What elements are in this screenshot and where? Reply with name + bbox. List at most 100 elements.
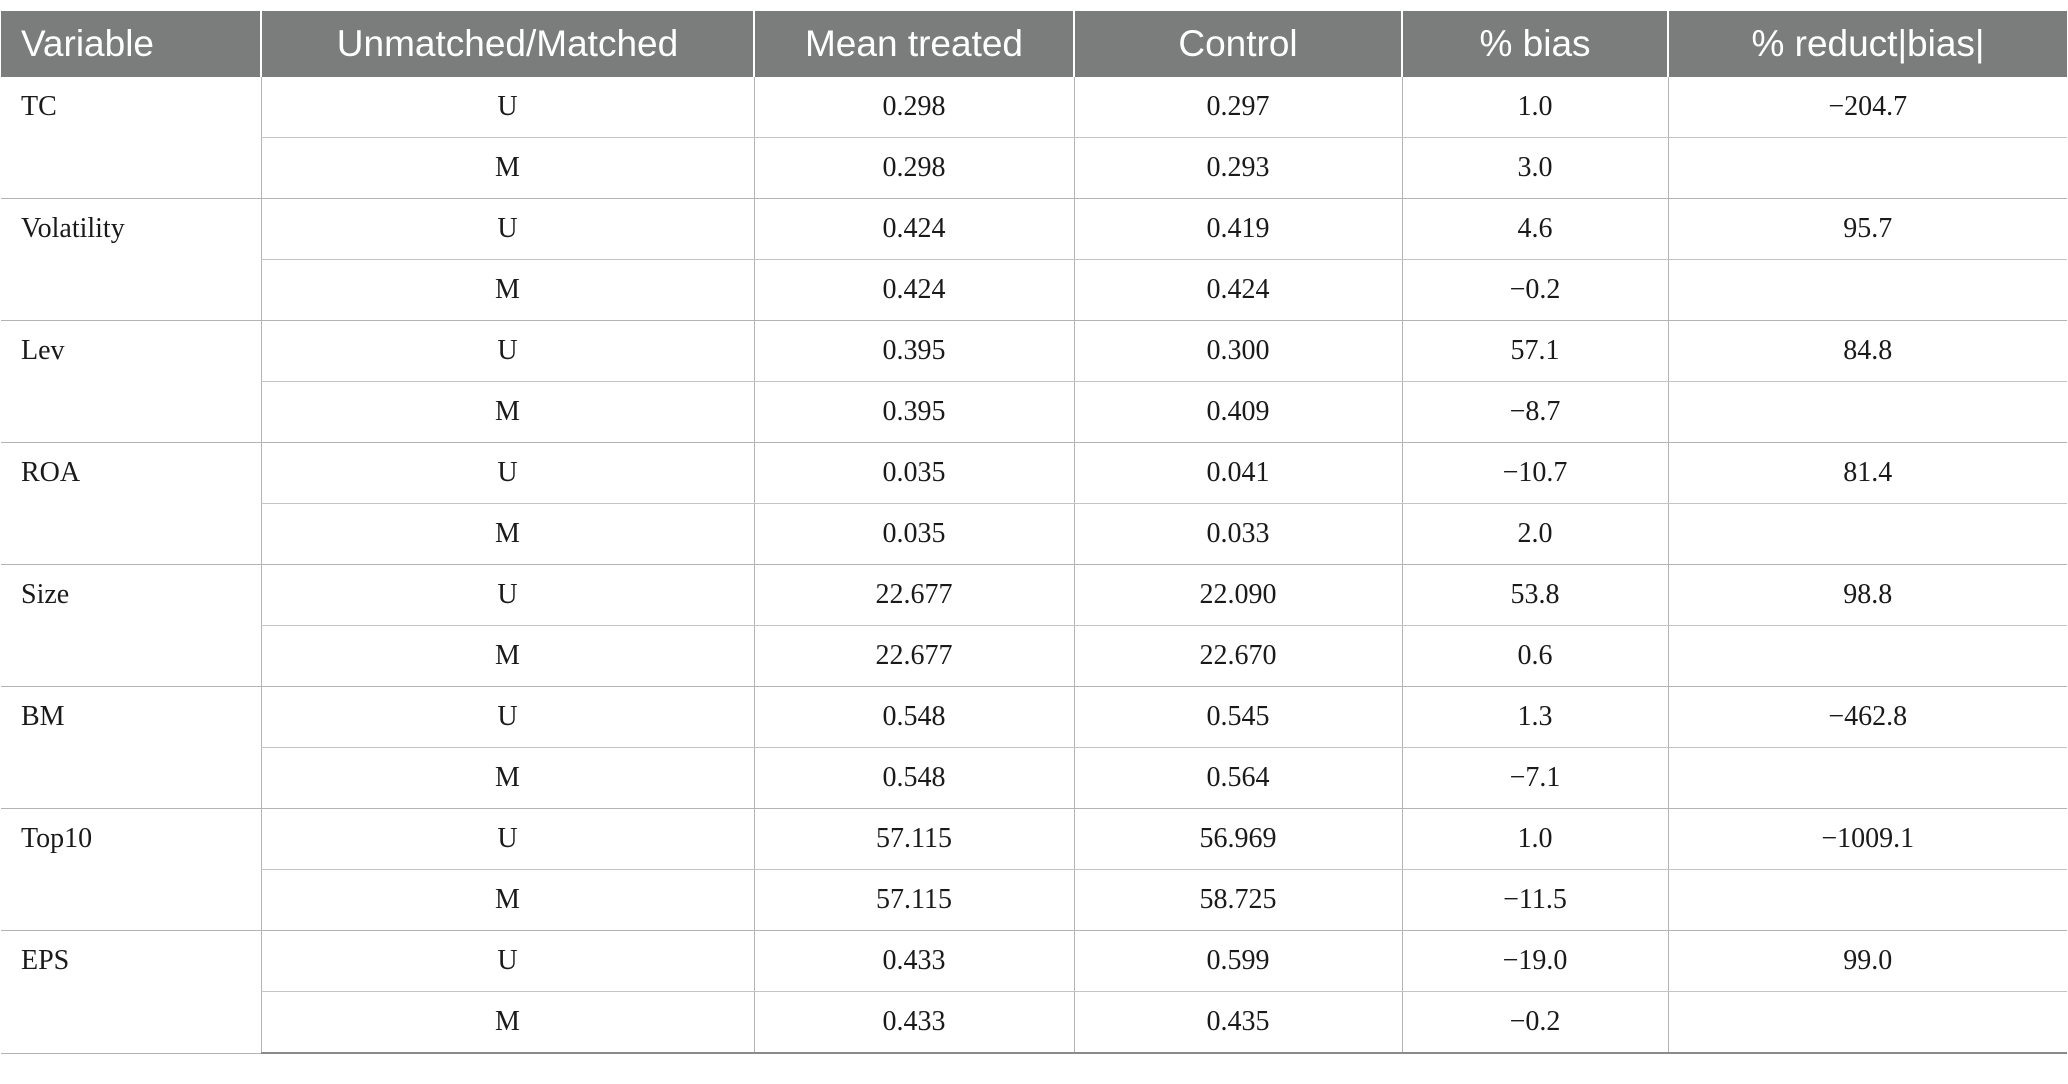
control-cell: 0.041 — [1073, 442, 1402, 504]
table-body: TC U 0.298 0.297 1.0 −204.7 M 0.298 0.293 3.0 Vola… — [1, 77, 2067, 1054]
header-row: Variable Unmatched/Matched Mean treated … — [1, 11, 2067, 77]
percent-reduction-cell: 95.7 — [1667, 198, 2067, 260]
unmatched-matched-cell: U — [260, 930, 754, 992]
variable-cell: EPS — [1, 930, 261, 1054]
percent-bias-cell: 53.8 — [1401, 564, 1668, 626]
table-row: M 57.115 58.725 −11.5 — [1, 869, 2067, 931]
mean-treated-cell: 0.395 — [753, 381, 1074, 443]
balance-table-container: Variable Unmatched/Matched Mean treated … — [1, 11, 2067, 1054]
percent-reduction-cell: 84.8 — [1667, 320, 2067, 382]
mean-treated-cell: 0.035 — [753, 503, 1074, 565]
mean-treated-cell: 57.115 — [753, 869, 1074, 931]
table-row: Lev U 0.395 0.300 57.1 84.8 — [1, 320, 2067, 443]
control-cell: 22.090 — [1073, 564, 1402, 626]
percent-bias-cell: 2.0 — [1401, 503, 1668, 565]
table-row: Top10 U 57.115 56.969 1.0 −1009.1 — [1, 808, 2067, 931]
mean-treated-cell: 22.677 — [753, 564, 1074, 626]
variable-cell: Top10 — [1, 808, 261, 931]
percent-bias-cell: 57.1 — [1401, 320, 1668, 382]
control-cell: 0.564 — [1073, 747, 1402, 809]
mean-treated-cell: 0.035 — [753, 442, 1074, 504]
mean-treated-cell: 0.424 — [753, 198, 1074, 260]
control-cell: 0.599 — [1073, 930, 1402, 992]
percent-reduction-cell — [1667, 747, 2067, 809]
control-cell: 56.969 — [1073, 808, 1402, 870]
percent-reduction-cell — [1667, 503, 2067, 565]
control-cell: 22.670 — [1073, 625, 1402, 687]
table-row: BM U 0.548 0.545 1.3 −462.8 — [1, 686, 2067, 809]
table-row: M 0.548 0.564 −7.1 — [1, 747, 2067, 809]
unmatched-matched-cell: M — [260, 503, 754, 565]
percent-bias-cell: −19.0 — [1401, 930, 1668, 992]
control-cell: 0.409 — [1073, 381, 1402, 443]
percent-reduction-cell: −462.8 — [1667, 686, 2067, 748]
unmatched-matched-cell: U — [260, 77, 754, 138]
percent-reduction-cell — [1667, 137, 2067, 199]
unmatched-matched-cell: U — [260, 564, 754, 626]
table-row: Size U 22.677 22.090 53.8 98.8 — [1, 564, 2067, 687]
percent-reduction-cell — [1667, 869, 2067, 931]
table-row: Volatility U 0.424 0.419 4.6 95.7 — [1, 198, 2067, 321]
percent-bias-cell: −8.7 — [1401, 381, 1668, 443]
unmatched-matched-cell: U — [260, 198, 754, 260]
table-row: EPS U 0.433 0.599 −19.0 99.0 — [1, 930, 2067, 1054]
table-row: M 0.395 0.409 −8.7 — [1, 381, 2067, 443]
percent-bias-cell: 1.0 — [1401, 77, 1668, 138]
unmatched-matched-cell: U — [260, 808, 754, 870]
percent-bias-cell: 1.3 — [1401, 686, 1668, 748]
variable-cell: Volatility — [1, 198, 261, 321]
mean-treated-cell: 22.677 — [753, 625, 1074, 687]
control-cell: 0.297 — [1073, 77, 1402, 138]
percent-bias-cell: −11.5 — [1401, 869, 1668, 931]
variable-cell: Size — [1, 564, 261, 687]
percent-reduction-cell — [1667, 625, 2067, 687]
mean-treated-cell: 0.433 — [753, 930, 1074, 992]
header-percent-bias: % bias — [1401, 11, 1668, 77]
percent-reduction-cell: 98.8 — [1667, 564, 2067, 626]
unmatched-matched-cell: M — [260, 381, 754, 443]
percent-bias-cell: −0.2 — [1401, 991, 1668, 1054]
control-cell: 0.300 — [1073, 320, 1402, 382]
variable-cell: TC — [1, 77, 261, 199]
unmatched-matched-cell: U — [260, 442, 754, 504]
percent-bias-cell: 3.0 — [1401, 137, 1668, 199]
control-cell: 0.419 — [1073, 198, 1402, 260]
percent-reduction-cell: −1009.1 — [1667, 808, 2067, 870]
percent-bias-cell: 0.6 — [1401, 625, 1668, 687]
mean-treated-cell: 0.298 — [753, 137, 1074, 199]
table-row: ROA U 0.035 0.041 −10.7 81.4 — [1, 442, 2067, 565]
mean-treated-cell: 57.115 — [753, 808, 1074, 870]
percent-bias-cell: −7.1 — [1401, 747, 1668, 809]
percent-bias-cell: −0.2 — [1401, 259, 1668, 321]
balance-table: Variable Unmatched/Matched Mean treated … — [1, 11, 2067, 1054]
mean-treated-cell: 0.298 — [753, 77, 1074, 138]
unmatched-matched-cell: M — [260, 625, 754, 687]
control-cell: 0.424 — [1073, 259, 1402, 321]
control-cell: 0.293 — [1073, 137, 1402, 199]
control-cell: 0.545 — [1073, 686, 1402, 748]
table-row: M 0.035 0.033 2.0 — [1, 503, 2067, 565]
table-row: M 0.433 0.435 −0.2 — [1, 991, 2067, 1054]
table-row: M 0.424 0.424 −0.2 — [1, 259, 2067, 321]
mean-treated-cell: 0.433 — [753, 991, 1074, 1054]
percent-reduction-cell: 81.4 — [1667, 442, 2067, 504]
mean-treated-cell: 0.424 — [753, 259, 1074, 321]
mean-treated-cell: 0.395 — [753, 320, 1074, 382]
control-cell: 0.033 — [1073, 503, 1402, 565]
header-control: Control — [1073, 11, 1402, 77]
percent-reduction-cell — [1667, 381, 2067, 443]
mean-treated-cell: 0.548 — [753, 686, 1074, 748]
percent-reduction-cell: 99.0 — [1667, 930, 2067, 992]
percent-reduction-cell: −204.7 — [1667, 77, 2067, 138]
percent-reduction-cell — [1667, 259, 2067, 321]
variable-cell: Lev — [1, 320, 261, 443]
mean-treated-cell: 0.548 — [753, 747, 1074, 809]
table-row: M 0.298 0.293 3.0 — [1, 137, 2067, 199]
unmatched-matched-cell: U — [260, 686, 754, 748]
percent-bias-cell: 1.0 — [1401, 808, 1668, 870]
variable-cell: BM — [1, 686, 261, 809]
percent-bias-cell: 4.6 — [1401, 198, 1668, 260]
percent-bias-cell: −10.7 — [1401, 442, 1668, 504]
variable-cell: ROA — [1, 442, 261, 565]
table-row: TC U 0.298 0.297 1.0 −204.7 — [1, 77, 2067, 199]
